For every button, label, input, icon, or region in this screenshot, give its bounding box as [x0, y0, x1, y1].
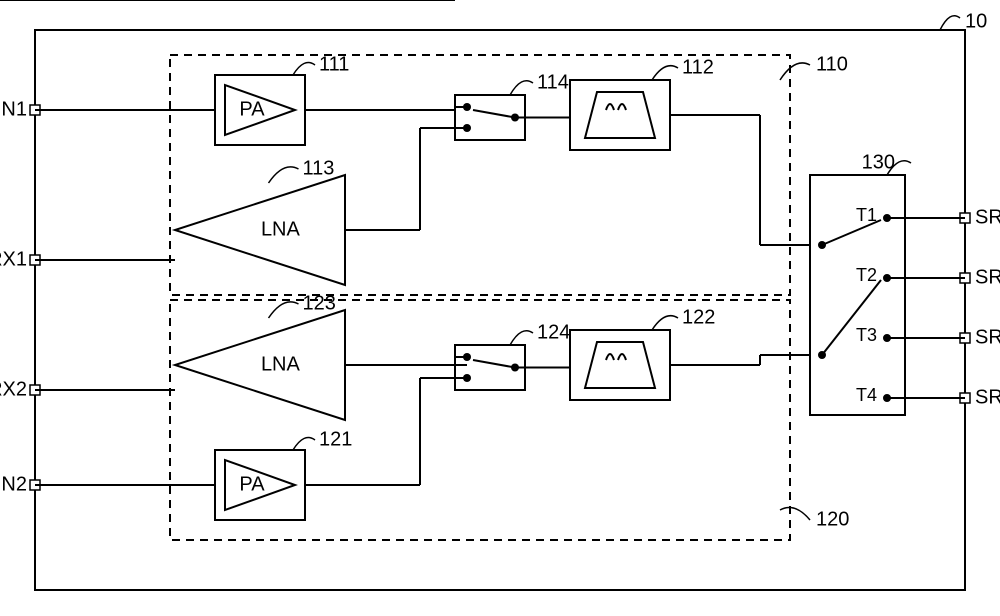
- ref-110: 110: [816, 53, 848, 75]
- lna1-ref: 113: [303, 157, 335, 179]
- swR-t3-label: T3: [856, 325, 877, 345]
- port-RX1: RX1: [0, 248, 27, 270]
- port-RFIN2: RFIN2: [0, 473, 27, 495]
- swR-ref: 130: [862, 151, 895, 173]
- swR-t1-label: T1: [856, 205, 877, 225]
- flt1-ref: 112: [682, 56, 714, 78]
- ref-120: 120: [816, 508, 849, 530]
- flt2-ref: 122: [682, 306, 715, 328]
- pa2-ref: 121: [319, 428, 352, 450]
- swR-t4-label: T4: [856, 385, 877, 405]
- swR-t2-label: T2: [856, 265, 877, 285]
- port-RX2: RX2: [0, 378, 27, 400]
- port-SRS4: SRS4: [975, 386, 1000, 408]
- sw1-ref: 114: [537, 71, 569, 93]
- sw2-ref: 124: [537, 321, 570, 343]
- port-RFIN1: RFIN1: [0, 98, 27, 120]
- port-SRS2: SRS2: [975, 266, 1000, 288]
- port-SRS3: SRS3: [975, 326, 1000, 348]
- pa1-ref: 111: [319, 53, 349, 75]
- lna1-label: LNA: [261, 218, 301, 240]
- pa1-label: PA: [239, 98, 265, 120]
- pa2-label: PA: [239, 473, 265, 495]
- canvas-bg: [0, 0, 1000, 616]
- lna2-label: LNA: [261, 353, 301, 375]
- lna2-ref: 123: [303, 292, 336, 314]
- port-SRS1: SRS1: [975, 206, 1000, 228]
- ref-10: 10: [965, 10, 987, 32]
